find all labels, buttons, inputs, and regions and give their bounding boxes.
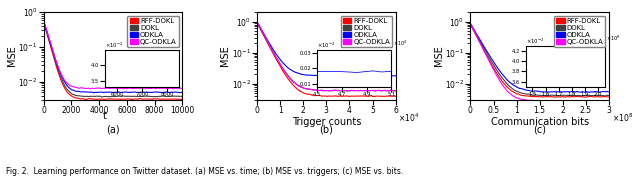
- Text: $\times10^4$: $\times10^4$: [398, 111, 420, 124]
- Y-axis label: MSE: MSE: [7, 46, 17, 67]
- Y-axis label: MSE: MSE: [220, 46, 230, 67]
- Text: $\times10^8$: $\times10^8$: [612, 111, 633, 124]
- Legend: RFF-DOKL, DOKL, ODKLA, QC-ODKLA: RFF-DOKL, DOKL, ODKLA, QC-ODKLA: [127, 16, 179, 47]
- Text: (a): (a): [106, 125, 120, 135]
- X-axis label: Communication bits: Communication bits: [491, 117, 589, 127]
- Text: t: t: [103, 111, 107, 121]
- Legend: RFF-DOKL, DOKL, ODKLA, QC-ODKLA: RFF-DOKL, DOKL, ODKLA, QC-ODKLA: [554, 16, 605, 47]
- Text: Fig. 2.  Learning performance on Twitter dataset. (a) MSE vs. time; (b) MSE vs. : Fig. 2. Learning performance on Twitter …: [6, 167, 404, 176]
- Text: (b): (b): [319, 125, 333, 135]
- Legend: RFF-DOKL, DOKL, ODKLA, QC-ODKLA: RFF-DOKL, DOKL, ODKLA, QC-ODKLA: [340, 16, 392, 47]
- Y-axis label: MSE: MSE: [434, 46, 444, 67]
- Text: (c): (c): [533, 125, 546, 135]
- X-axis label: Trigger counts: Trigger counts: [292, 117, 361, 127]
